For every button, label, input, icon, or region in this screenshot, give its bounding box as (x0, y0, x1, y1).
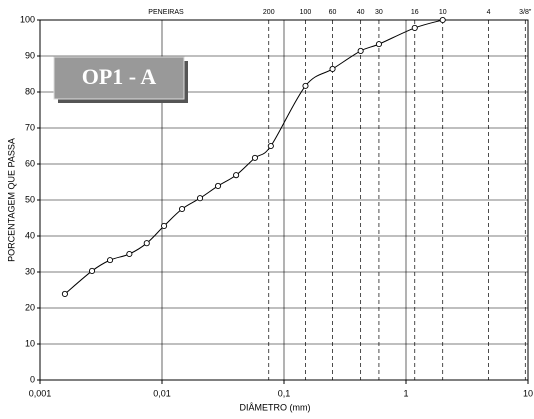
point (375, 41, 382, 48)
y-tick-label: 30 (25, 266, 35, 276)
sieve-label: 100 (300, 9, 312, 16)
point (411, 24, 418, 31)
point (233, 172, 240, 179)
point (329, 65, 336, 73)
y-tick-label: 90 (25, 50, 35, 60)
point (439, 16, 446, 24)
y-tick-label: 0 (30, 374, 35, 384)
annotation: OP1 - A (82, 64, 157, 89)
x-tick-label: 0,01 (153, 388, 171, 398)
y-tick-label: 70 (25, 122, 35, 132)
point (267, 142, 274, 150)
sieve-label: 16 (411, 9, 419, 16)
point (357, 47, 364, 55)
y-tick-label: 10 (25, 338, 35, 348)
sieve-label: 40 (357, 9, 365, 16)
sieve-label: 10 (439, 9, 447, 16)
point (88, 267, 96, 274)
point (161, 222, 168, 229)
sieve-label: 3/8" (519, 9, 532, 16)
x-tick-label: 1 (403, 388, 408, 398)
point (61, 290, 68, 298)
sieve-label: 30 (375, 9, 383, 16)
y-tick-label: 80 (25, 86, 35, 96)
point (143, 240, 150, 247)
point (302, 82, 309, 89)
x-tick-label: 0,1 (278, 388, 291, 398)
point (126, 250, 133, 258)
sieve-title: PENEIRAS (148, 9, 184, 16)
x-tick-label: 10 (523, 388, 533, 398)
y-tick-label: 60 (25, 158, 35, 168)
y-tick-label: 100 (20, 14, 35, 24)
point (106, 257, 114, 264)
x-axis-label: DIÂMETRO (mm) (240, 402, 311, 412)
annotation-box (53, 56, 185, 100)
point (179, 205, 186, 213)
y-tick-label: 40 (25, 230, 35, 240)
sieve-label: 200 (263, 9, 275, 16)
x-tick-label: 0,001 (29, 388, 52, 398)
y-axis-label: PORCENTAGEM QUE PASSA (6, 138, 16, 262)
point (214, 182, 222, 190)
sieve-label: 4 (487, 9, 491, 16)
point (251, 154, 259, 161)
point (196, 195, 204, 202)
sieve-label: 60 (329, 9, 337, 16)
y-tick-label: 20 (25, 302, 35, 312)
y-tick-label: 50 (25, 194, 35, 204)
